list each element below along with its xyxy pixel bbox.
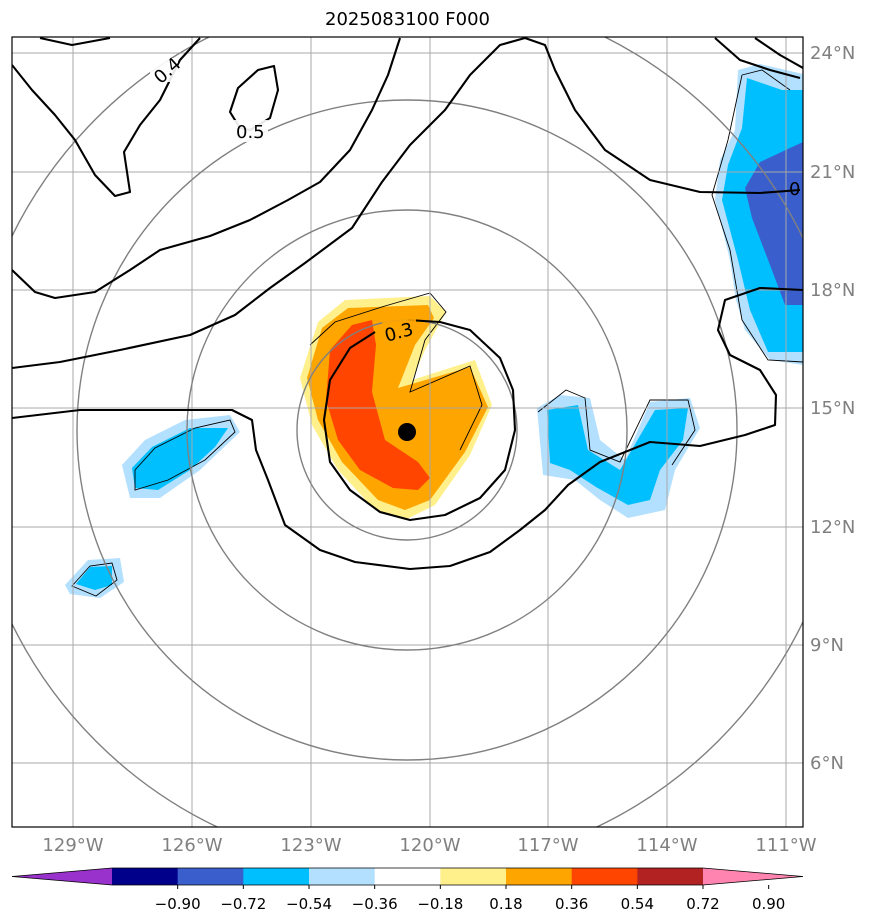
colorbar-tick-label: −0.54: [286, 895, 332, 913]
lon-tick-label: 117°W: [517, 835, 578, 856]
lat-tick-label: 18°N: [810, 280, 855, 301]
colorbar: −0.90 −0.72 −0.54 −0.36 −0.18 0.18 0.36 0.54 0.7…: [11, 867, 804, 913]
lon-tick-label: 120°W: [399, 835, 460, 856]
negative-anomaly-ne-core: [745, 142, 803, 305]
colorbar-outline: [11, 867, 804, 886]
map-title: 2025083100 F000: [325, 9, 490, 30]
colorbar-segment: [440, 868, 507, 885]
colorbar-tick-label: 0.90: [752, 895, 785, 913]
colorbar-labels: −0.90 −0.72 −0.54 −0.36 −0.18 0.18 0.36 0.54 0.7…: [155, 885, 785, 913]
contour-line: [322, 318, 517, 522]
colorbar-tick-label: 0.18: [489, 895, 522, 913]
lat-tick-label: 12°N: [810, 517, 855, 538]
colorbar-segment: [243, 868, 310, 885]
colorbar-tick-label: 0.36: [555, 895, 588, 913]
contour-line: [39, 37, 111, 47]
colorbar-tick-label: −0.72: [220, 895, 266, 913]
contour-line: [754, 37, 803, 69]
colorbar-tick-label: −0.90: [155, 895, 201, 913]
lat-tick-label: 21°N: [810, 162, 855, 183]
lon-tick-label: 126°W: [161, 835, 222, 856]
map-frame: [11, 36, 804, 828]
storm-center-marker: [398, 423, 416, 441]
colorbar-extend-min: [12, 868, 112, 885]
colorbar-segment: [637, 868, 704, 885]
contour-line: [714, 37, 801, 80]
negative-anomaly-east-inner: [547, 405, 688, 505]
contour-line: [12, 286, 803, 571]
shaded-outlines: [71, 69, 803, 597]
lat-tick-label: 9°N: [810, 635, 844, 656]
lon-tick-label: 114°W: [636, 835, 697, 856]
contour-label: 0: [789, 179, 800, 200]
lon-tick-label: 123°W: [280, 835, 341, 856]
lat-tick-label: 6°N: [810, 753, 844, 774]
contour-line: [12, 37, 401, 300]
positive-anomaly-core: [326, 320, 430, 490]
lat-tick-label: 24°N: [810, 43, 855, 64]
colorbar-segment: [177, 868, 244, 885]
colorbar-tick-label: 0.54: [621, 895, 654, 913]
longitude-ticks: 129°W 126°W 123°W 120°W 117°W 114°W 111°…: [42, 835, 816, 856]
colorbar-tick-label: −0.36: [352, 895, 398, 913]
colorbar-segment: [309, 868, 376, 885]
colorbar-segment: [571, 868, 638, 885]
lon-tick-label: 111°W: [755, 835, 816, 856]
colorbar-segment: [112, 868, 179, 885]
colorbar-segment: [506, 868, 573, 885]
negative-anomaly-sw-inner: [76, 566, 112, 590]
contour-line: [12, 37, 801, 370]
contour-label: 0.5: [236, 122, 265, 143]
shaded-fields: [65, 64, 803, 598]
colorbar-tick-label: 0.72: [686, 895, 719, 913]
colorbar-tick-label: −0.18: [417, 895, 463, 913]
negative-anomaly-west-inner: [132, 428, 228, 490]
gridlines: [12, 37, 803, 827]
colorbar-segments: [11, 867, 804, 886]
colorbar-segment: [374, 868, 441, 885]
contour-line: [12, 37, 201, 198]
lon-tick-label: 129°W: [42, 835, 103, 856]
colorbar-extend-max: [703, 868, 803, 885]
contour-lines: [12, 37, 803, 571]
latitude-ticks: 24°N 21°N 18°N 15°N 12°N 9°N 6°N: [810, 43, 855, 774]
lat-tick-label: 15°N: [810, 398, 855, 419]
